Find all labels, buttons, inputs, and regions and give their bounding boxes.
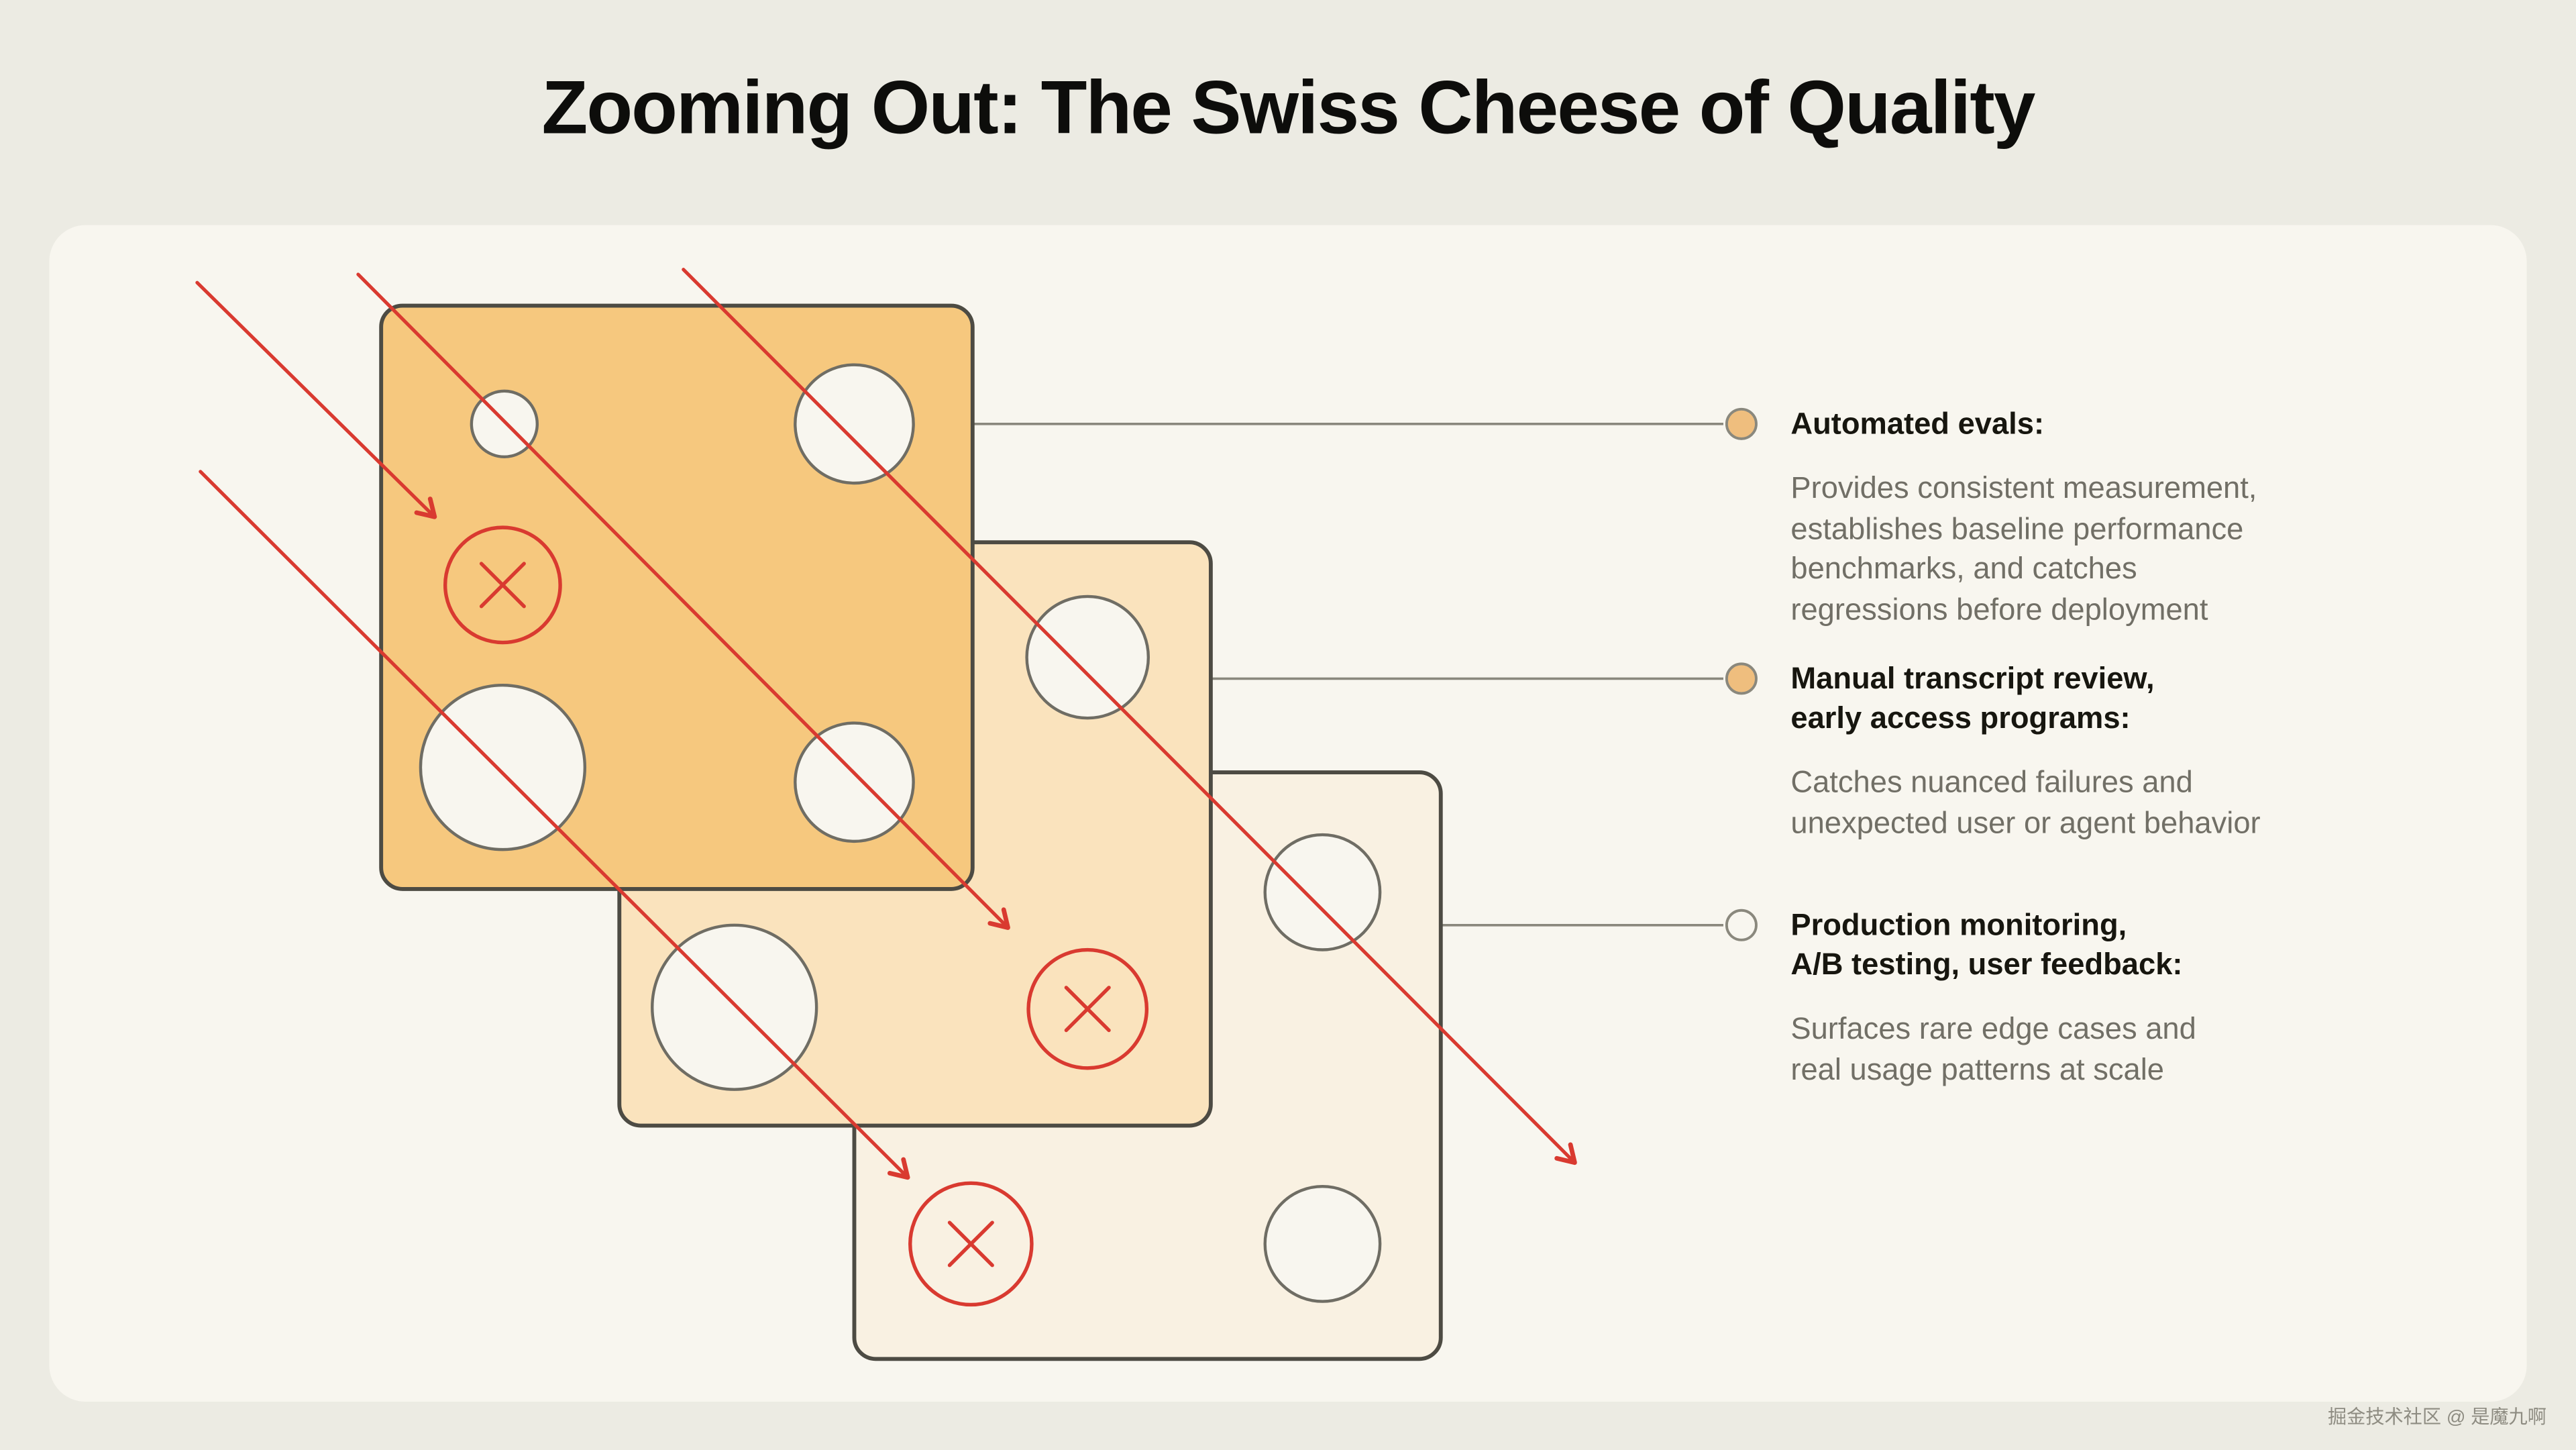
callout-body: Catches nuanced failures and unexpected … — [1790, 764, 2261, 839]
caught-failure-icon — [443, 525, 562, 645]
callout-body: Provides consistent measurement, establi… — [1790, 470, 2257, 625]
callout-marker-dot — [1725, 407, 1758, 440]
callout-production-monitoring: Production monitoring, A/B testing, user… — [1790, 905, 2448, 1089]
callout-body: Surfaces rare edge cases and real usage … — [1790, 1011, 2196, 1086]
cheese-hole — [794, 363, 915, 485]
watermark: 掘金技术社区 @ 是魔九啊 — [2328, 1408, 2546, 1429]
cheese-hole — [794, 721, 915, 843]
callout-markers — [1725, 407, 1758, 941]
failure-arrow — [356, 272, 1010, 930]
cheese-hole — [1263, 833, 1382, 951]
cheese-hole — [470, 389, 539, 459]
caught-failure-icon — [908, 1181, 1034, 1307]
cheese-hole — [651, 923, 818, 1091]
callout-marker-dot — [1725, 662, 1758, 695]
callout-connectors — [972, 423, 1723, 927]
failure-arrow — [195, 280, 437, 519]
cheese-hole — [1025, 594, 1150, 720]
cheese-hole — [1263, 1184, 1382, 1303]
caught-failures — [443, 525, 1149, 1307]
page-title: Zooming Out: The Swiss Cheese of Quality — [541, 64, 2035, 150]
callout-heading: Automated evals: — [1790, 405, 2045, 441]
callout-marker-dot — [1725, 909, 1758, 941]
caught-failure-icon — [1026, 947, 1149, 1070]
callout-manual-review: Manual transcript review, early access p… — [1790, 659, 2448, 843]
cheese-hole — [419, 684, 587, 851]
failure-arrows — [195, 268, 1577, 1180]
failure-arrow — [682, 268, 1577, 1166]
callout-automated-evals: Automated evals: Provides consistent mea… — [1790, 404, 2448, 629]
failure-arrow — [199, 470, 910, 1180]
callout-heading: Manual transcript review, early access p… — [1790, 660, 2155, 735]
callout-heading: Production monitoring, A/B testing, user… — [1790, 907, 2183, 982]
